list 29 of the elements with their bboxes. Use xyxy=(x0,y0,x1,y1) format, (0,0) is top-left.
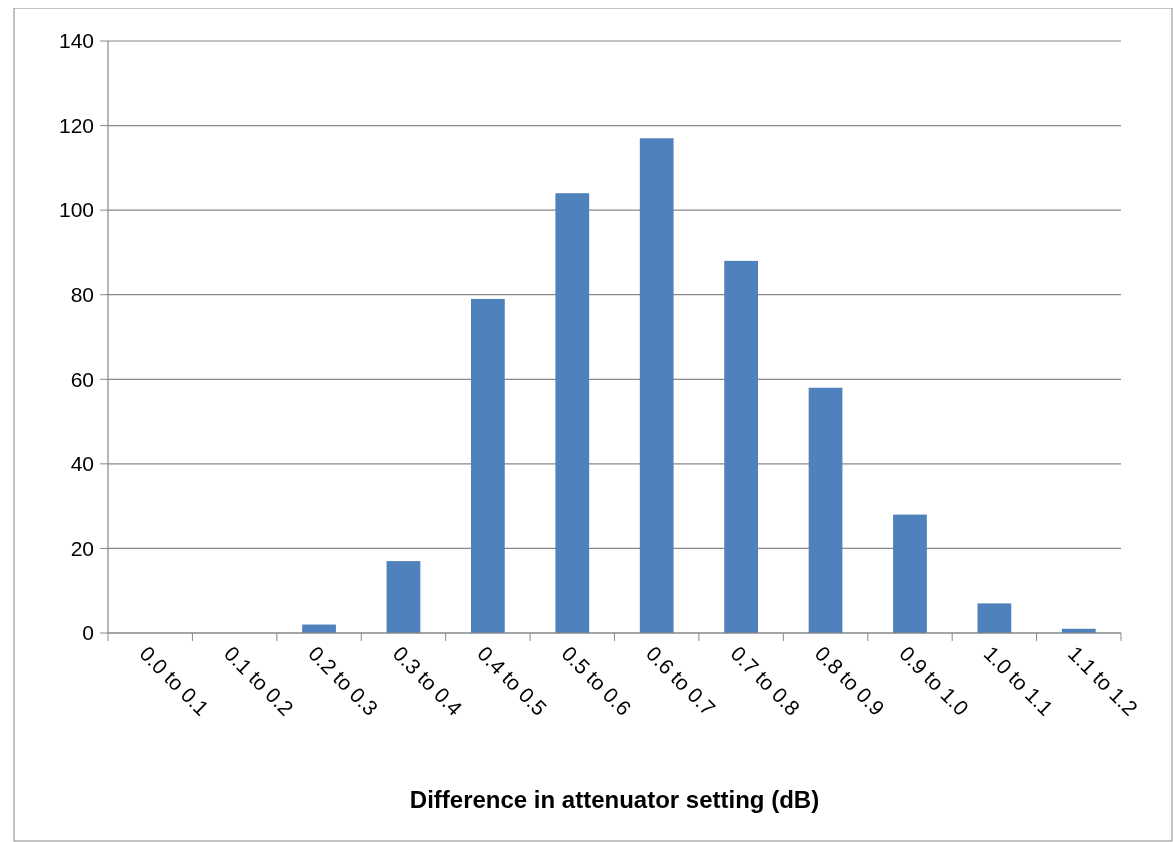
x-tick-label: 1.0 to 1.1 xyxy=(979,641,1058,720)
x-tick-label: 0.6 to 0.7 xyxy=(641,641,721,720)
y-tick-label: 120 xyxy=(58,113,94,137)
x-tick-label: 0.2 to 0.3 xyxy=(304,641,383,720)
y-tick-label: 60 xyxy=(70,367,94,391)
x-tick-label: 0.9 to 1.0 xyxy=(895,641,974,720)
y-tick-label: 100 xyxy=(58,198,94,222)
y-tick-label: 80 xyxy=(70,283,94,307)
y-tick-label: 140 xyxy=(58,29,94,53)
x-tick-label: 0.8 to 0.9 xyxy=(810,641,889,720)
bar xyxy=(639,138,674,633)
bar xyxy=(808,387,843,633)
bar xyxy=(555,193,590,633)
bar xyxy=(977,603,1012,633)
bar xyxy=(386,561,421,633)
x-axis-title: Difference in attenuator setting (dB) xyxy=(409,786,820,813)
bar xyxy=(470,298,505,633)
x-tick-label: 0.0 to 0.1 xyxy=(135,641,214,720)
x-tick-label: 0.1 to 0.2 xyxy=(219,641,298,720)
bar xyxy=(724,260,759,633)
y-tick-label: 40 xyxy=(70,452,94,476)
x-tick-label: 0.3 to 0.4 xyxy=(388,641,468,720)
x-tick-label: 0.7 to 0.8 xyxy=(726,641,805,720)
y-tick-label: 0 xyxy=(82,621,94,645)
x-tick-label: 0.4 to 0.5 xyxy=(473,641,552,720)
x-tick-label: 1.1 to 1.2 xyxy=(1063,641,1143,720)
x-tick-label: 0.5 to 0.6 xyxy=(557,641,636,720)
bar xyxy=(893,514,927,633)
y-tick-label: 20 xyxy=(70,536,94,560)
